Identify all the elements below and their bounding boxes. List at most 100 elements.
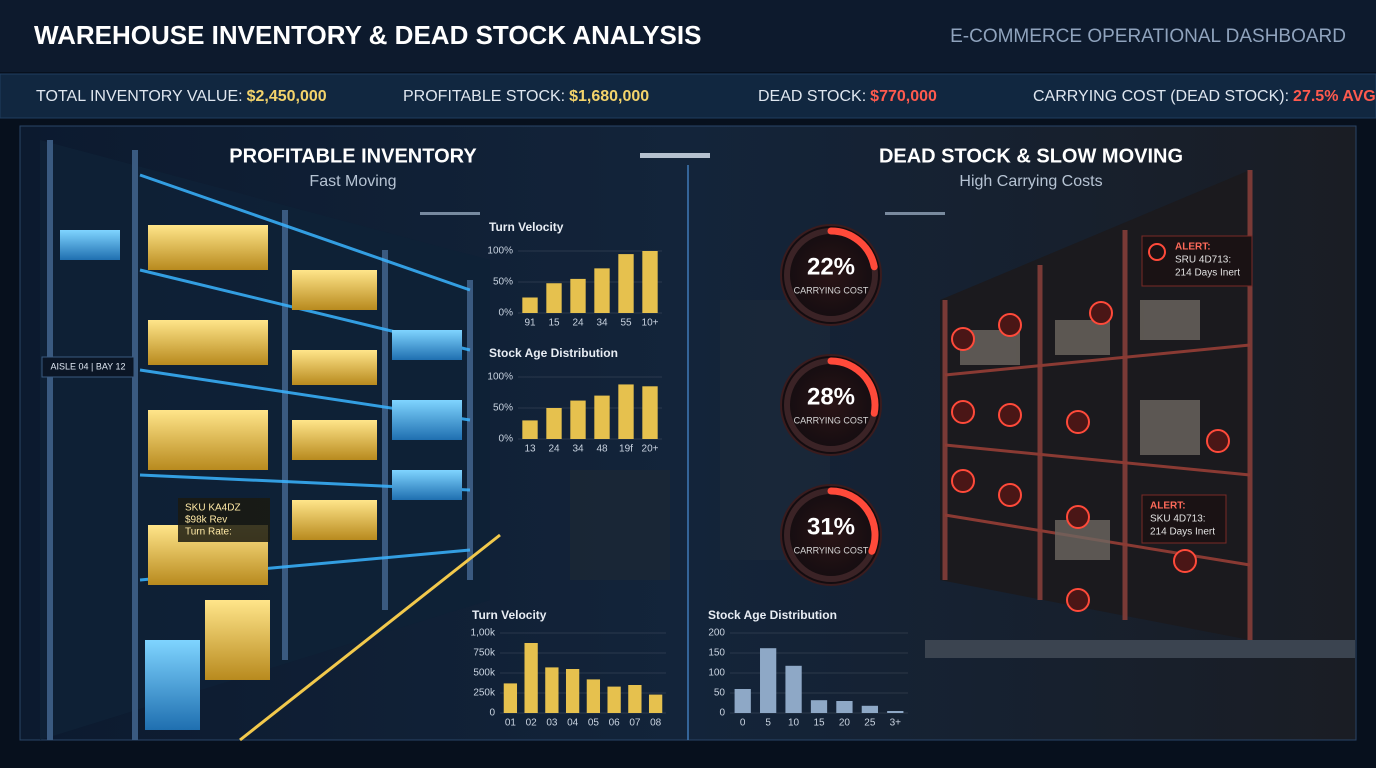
kpi-label: PROFITABLE STOCK: bbox=[403, 88, 565, 105]
gauge-arc bbox=[827, 227, 878, 271]
x-tick-label: 05 bbox=[588, 718, 600, 729]
kpi-value: $770,000 bbox=[870, 88, 937, 105]
blue-stock bbox=[60, 230, 462, 730]
panel-title: PROFITABLE INVENTORY bbox=[229, 145, 477, 167]
y-tick-label: 50 bbox=[714, 688, 726, 699]
x-tick-label: 20 bbox=[839, 718, 851, 729]
bar bbox=[570, 400, 586, 439]
x-tick-label: 04 bbox=[567, 718, 579, 729]
bar bbox=[586, 679, 601, 713]
aisle-label: AISLE 04 | BAY 12 bbox=[50, 361, 125, 371]
chart-title: Stock Age Distribution bbox=[708, 608, 837, 622]
kpi: DEAD STOCK: $770,000 bbox=[758, 88, 937, 105]
x-tick-label: 55 bbox=[620, 318, 632, 329]
alert-icons bbox=[951, 301, 1230, 612]
x-tick-label: 10 bbox=[788, 718, 800, 729]
dynamic-layer: TOTAL INVENTORY VALUE: $2,450,000 PROFITAB… bbox=[36, 88, 1376, 728]
gauge-bg bbox=[780, 354, 882, 456]
alert-title: ALERT: bbox=[1175, 242, 1211, 253]
bar bbox=[836, 701, 853, 713]
x-tick-label: 34 bbox=[572, 444, 584, 455]
bar bbox=[861, 705, 878, 713]
bar bbox=[618, 254, 634, 313]
gauge-bg bbox=[780, 224, 882, 326]
y-tick-label: 750k bbox=[473, 648, 496, 659]
header-title: WAREHOUSE INVENTORY & DEAD STOCK ANALYSI… bbox=[34, 20, 701, 50]
bar bbox=[760, 648, 777, 713]
bar bbox=[642, 386, 658, 439]
aisle-tag bbox=[41, 356, 135, 378]
alert-sku: SRU 4D713: bbox=[1175, 255, 1231, 266]
sku-label: SKU KA4DZ bbox=[185, 503, 241, 514]
x-tick-label: 5 bbox=[765, 718, 771, 729]
bar bbox=[642, 251, 658, 313]
bar bbox=[545, 667, 559, 713]
x-tick-label: 19f bbox=[619, 444, 633, 455]
kpi-label: TOTAL INVENTORY VALUE: bbox=[36, 88, 243, 105]
y-tick-label: 0 bbox=[719, 708, 725, 719]
panel-title: DEAD STOCK & SLOW MOVING bbox=[879, 145, 1183, 167]
x-tick-label: 15 bbox=[813, 718, 825, 729]
kpi: PROFITABLE STOCK: $1,680,000 bbox=[403, 88, 649, 105]
gold-stock bbox=[148, 225, 377, 680]
bar bbox=[565, 669, 580, 713]
gauge-value: 28% bbox=[807, 383, 855, 410]
floor-line bbox=[239, 533, 501, 742]
y-tick-label: 0 bbox=[489, 708, 495, 719]
alert-icon bbox=[1148, 243, 1166, 261]
gauge-label: CARRYING COST bbox=[794, 415, 869, 425]
bar bbox=[594, 268, 610, 313]
bar bbox=[522, 420, 538, 439]
bar bbox=[546, 283, 562, 313]
alert-detail: 214 Days Inert bbox=[1150, 527, 1215, 538]
y-tick-label: 0% bbox=[499, 308, 514, 319]
y-tick-label: 100% bbox=[487, 372, 513, 383]
bar bbox=[522, 297, 538, 313]
gauge-value: 31% bbox=[807, 513, 855, 540]
chart-title: Turn Velocity bbox=[472, 608, 547, 622]
x-tick-label: 24 bbox=[572, 318, 584, 329]
sku-revenue: $98k Rev bbox=[185, 515, 227, 526]
x-tick-label: 48 bbox=[596, 444, 608, 455]
y-tick-label: 200 bbox=[708, 628, 725, 639]
y-tick-label: 150 bbox=[708, 648, 725, 659]
x-tick-label: 07 bbox=[629, 718, 641, 729]
bar bbox=[628, 685, 642, 713]
shelf-posts bbox=[47, 140, 473, 740]
chart-title: Stock Age Distribution bbox=[489, 346, 618, 360]
bar bbox=[546, 408, 562, 439]
y-tick-label: 100 bbox=[708, 668, 725, 679]
x-tick-label: 15 bbox=[548, 318, 560, 329]
x-tick-label: 10+ bbox=[642, 318, 659, 329]
right-shelving: ALERT: SRU 4D713: 214 Days Inert ALERT: … bbox=[925, 170, 1355, 658]
y-tick-label: 50% bbox=[493, 403, 513, 414]
gauge-value: 22% bbox=[807, 253, 855, 280]
x-tick-label: 06 bbox=[609, 718, 621, 729]
conveyor bbox=[925, 640, 1355, 658]
bar bbox=[570, 278, 586, 313]
x-tick-label: 24 bbox=[548, 444, 560, 455]
bar bbox=[887, 711, 904, 713]
x-tick-label: 03 bbox=[546, 718, 558, 729]
sku-turn: Turn Rate: bbox=[185, 527, 232, 538]
kpi-label: DEAD STOCK: bbox=[758, 88, 866, 105]
x-tick-label: 13 bbox=[524, 444, 536, 455]
y-tick-label: 100% bbox=[487, 246, 513, 257]
x-tick-label: 01 bbox=[505, 718, 517, 729]
y-tick-label: 1,00k bbox=[471, 628, 496, 639]
bar bbox=[648, 694, 663, 713]
x-tick-label: 20+ bbox=[642, 444, 659, 455]
x-tick-label: 91 bbox=[524, 318, 536, 329]
chart-title: Turn Velocity bbox=[489, 220, 564, 234]
header-subtitle: E-COMMERCE OPERATIONAL DASHBOARD bbox=[950, 26, 1346, 47]
x-tick-label: 25 bbox=[864, 718, 876, 729]
gauge-label: CARRYING COST bbox=[794, 285, 869, 295]
gauge-arc bbox=[827, 357, 879, 417]
y-tick-label: 0% bbox=[499, 434, 514, 445]
kpi-bar bbox=[0, 73, 1376, 119]
kpi-value: $1,680,000 bbox=[569, 88, 649, 105]
x-tick-label: 08 bbox=[650, 718, 662, 729]
y-tick-label: 50% bbox=[493, 277, 513, 288]
x-tick-label: 3+ bbox=[890, 718, 902, 729]
kpi: TOTAL INVENTORY VALUE: $2,450,000 bbox=[36, 88, 327, 105]
